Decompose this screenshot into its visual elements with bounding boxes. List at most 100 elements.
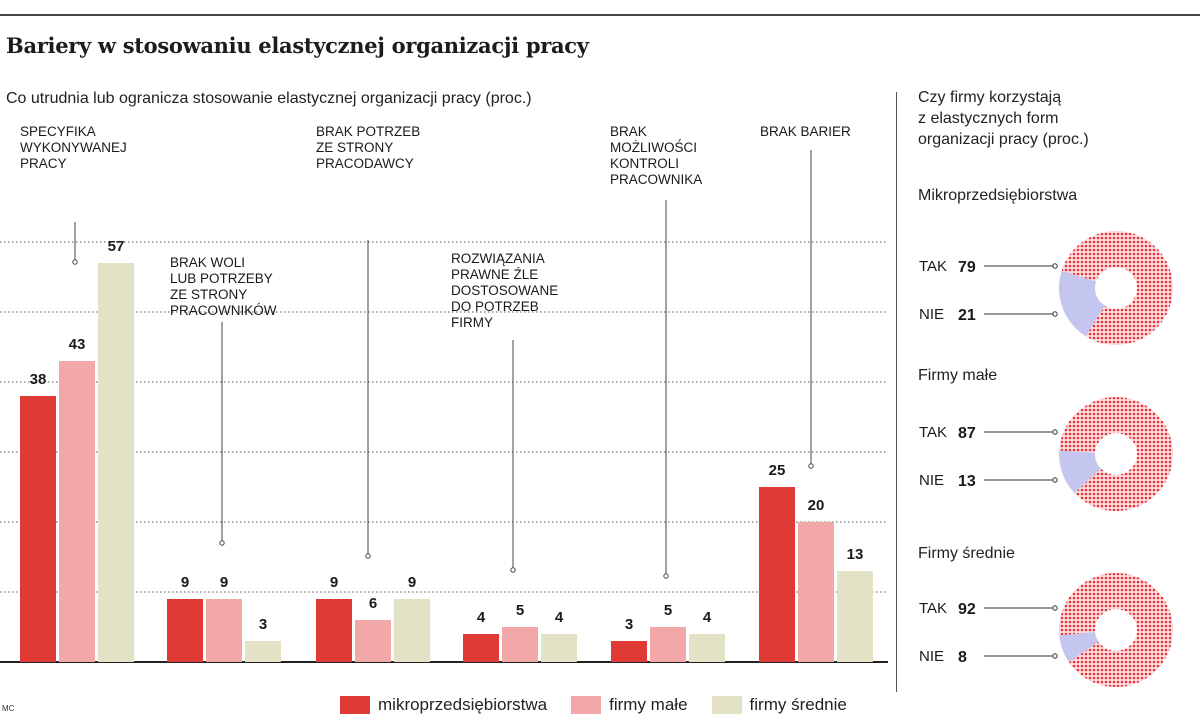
pie-leader-dot bbox=[1052, 429, 1058, 435]
pie-label: NIE bbox=[919, 648, 944, 665]
credit: MC bbox=[2, 704, 15, 713]
leader-dot bbox=[219, 540, 225, 546]
pie-label: TAK bbox=[919, 424, 947, 441]
data-label: 3 bbox=[625, 616, 633, 633]
data-label: 9 bbox=[330, 574, 338, 591]
data-label: 6 bbox=[369, 595, 377, 612]
pie-slice-tak bbox=[1061, 231, 1173, 345]
pie-chart: TAK 79 NIE 21 bbox=[919, 231, 1173, 345]
pie-chart: TAK 92 NIE 8 bbox=[919, 573, 1174, 688]
data-label: 4 bbox=[555, 609, 564, 626]
pie-slice-tak bbox=[1059, 397, 1173, 512]
data-label: 57 bbox=[108, 238, 125, 255]
leader-dot bbox=[365, 553, 371, 559]
category-label: ZE STRONY bbox=[316, 140, 393, 155]
data-label: 4 bbox=[477, 609, 486, 626]
bar bbox=[759, 487, 795, 662]
pie-slice-nie bbox=[1059, 270, 1105, 337]
pie-slice-tak bbox=[1059, 573, 1174, 688]
bar bbox=[394, 599, 430, 662]
category-label: MOŻLIWOŚCI bbox=[610, 140, 697, 155]
leader-dot bbox=[808, 463, 814, 469]
category-label: PRACY bbox=[20, 156, 67, 171]
pie-value: 13 bbox=[958, 473, 976, 490]
legend-label-mikro: mikroprzedsiębiorstwa bbox=[378, 695, 548, 714]
category-label: BRAK WOLI bbox=[170, 255, 245, 270]
bar bbox=[206, 599, 242, 662]
pie-leader-dot bbox=[1052, 605, 1058, 611]
data-label: 13 bbox=[847, 546, 864, 563]
pie-leader-dot bbox=[1052, 653, 1058, 659]
data-label: 38 bbox=[30, 371, 47, 388]
category-label: DOSTOSOWANE bbox=[451, 283, 558, 298]
leader-dot bbox=[510, 567, 516, 573]
bar-group: 9 6 9 bbox=[316, 574, 430, 662]
category-label: BRAK POTRZEB bbox=[316, 124, 420, 139]
category-label: DO POTRZEB bbox=[451, 299, 539, 314]
bar-group: 9 9 3 bbox=[167, 574, 281, 662]
bar-chart-subtitle: Co utrudnia lub ogranicza stosowanie ela… bbox=[6, 90, 532, 107]
page-title: Bariery w stosowaniu elastycznej organiz… bbox=[6, 33, 589, 58]
bar bbox=[463, 634, 499, 662]
bar-group: 25 20 13 bbox=[759, 462, 873, 662]
legend-item-srednie: firmy średnie bbox=[711, 695, 847, 715]
category-label: LUB POTRZEBY bbox=[170, 271, 273, 286]
data-label: 9 bbox=[181, 574, 189, 591]
data-label: 4 bbox=[703, 609, 712, 626]
pie-heading: Firmy małe bbox=[918, 367, 998, 384]
category-label: ZE STRONY bbox=[170, 287, 247, 302]
leader-dot bbox=[72, 259, 78, 265]
bar bbox=[837, 571, 873, 662]
category-label: SPECYFIKA bbox=[20, 124, 96, 139]
category-label: FIRMY bbox=[451, 315, 493, 330]
pie-label: NIE bbox=[919, 472, 944, 489]
category-label: BRAK bbox=[610, 124, 647, 139]
pie-heading: Mikroprzedsiębiorstwa bbox=[918, 187, 1078, 204]
category-label: PRACOWNIKA bbox=[610, 172, 702, 187]
bar bbox=[541, 634, 577, 662]
pie-label: NIE bbox=[919, 306, 944, 323]
data-label: 20 bbox=[808, 497, 825, 514]
bar bbox=[355, 620, 391, 662]
pie-value: 21 bbox=[958, 307, 976, 324]
bar bbox=[798, 522, 834, 662]
category-label: PRAWNE ŹLE bbox=[451, 267, 538, 282]
data-label: 9 bbox=[220, 574, 228, 591]
bar-group: 3 5 4 bbox=[611, 602, 725, 662]
pie-leader-dot bbox=[1052, 477, 1058, 483]
pie-chart: TAK 87 NIE 13 bbox=[919, 397, 1173, 512]
pie-value: 79 bbox=[958, 259, 976, 276]
pie-leader-dot bbox=[1052, 263, 1058, 269]
category-label: KONTROLI bbox=[610, 156, 679, 171]
top-rule bbox=[0, 14, 1200, 16]
legend: mikroprzedsiębiorstwa firmy małe firmy ś… bbox=[340, 694, 871, 716]
legend-item-mikro: mikroprzedsiębiorstwa bbox=[340, 695, 547, 715]
pie-section-title: Czy firmy korzystają z elastycznych form… bbox=[918, 89, 1089, 148]
category-label: ROZWIĄZANIA bbox=[451, 251, 545, 266]
bar bbox=[689, 634, 725, 662]
pie-label: TAK bbox=[919, 600, 947, 617]
data-label: 5 bbox=[516, 602, 524, 619]
pie-leader-dot bbox=[1052, 311, 1058, 317]
pie-slice-nie bbox=[1059, 450, 1101, 494]
category-label: PRACOWNIKÓW bbox=[170, 303, 277, 318]
legend-label-male: firmy małe bbox=[609, 695, 688, 714]
bar bbox=[316, 599, 352, 662]
legend-swatch-srednie bbox=[711, 696, 742, 714]
category-label: PRACODAWCY bbox=[316, 156, 414, 171]
bar bbox=[59, 361, 95, 662]
bar-group: 4 5 4 bbox=[463, 602, 577, 662]
pie-value: 87 bbox=[958, 425, 976, 442]
bar bbox=[502, 627, 538, 662]
pie-label: TAK bbox=[919, 258, 947, 275]
pie-heading: Firmy średnie bbox=[918, 545, 1015, 562]
legend-item-male: firmy małe bbox=[571, 695, 688, 715]
pie-value: 8 bbox=[958, 649, 967, 666]
bar bbox=[611, 641, 647, 662]
legend-label-srednie: firmy średnie bbox=[749, 695, 847, 714]
legend-swatch-male bbox=[571, 696, 602, 714]
pie-slice-nie bbox=[1059, 632, 1099, 663]
